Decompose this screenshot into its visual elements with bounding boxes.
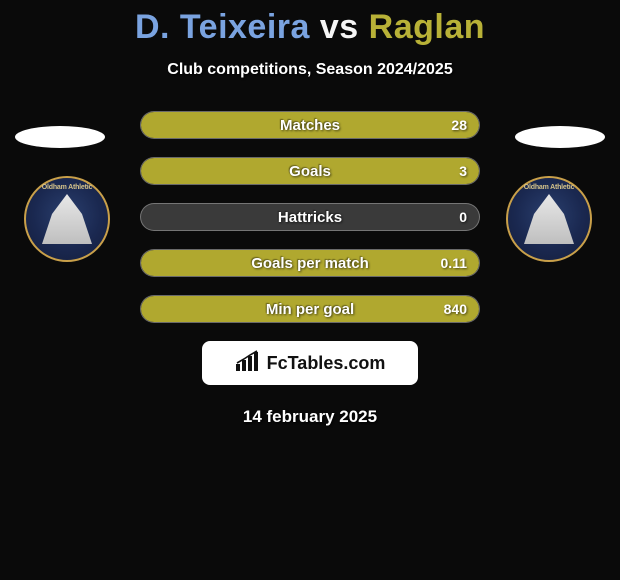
stat-bar-label: Hattricks (278, 209, 342, 226)
stat-bar-value: 840 (444, 301, 467, 317)
subtitle: Club competitions, Season 2024/2025 (0, 61, 620, 79)
crest-circle: Oldham Athletic (506, 176, 592, 262)
site-logo: FcTables.com (202, 341, 418, 385)
stat-bar-value: 0 (459, 209, 467, 225)
stat-bar: Matches 28 (140, 111, 480, 139)
stat-bar-label: Goals (289, 163, 331, 180)
stat-bar: Goals per match 0.11 (140, 249, 480, 277)
crest-text: Oldham Athletic (26, 184, 108, 191)
player1-club-crest: Oldham Athletic (24, 176, 114, 266)
stat-bar: Hattricks 0 (140, 203, 480, 231)
stat-bar: Goals 3 (140, 157, 480, 185)
crest-circle: Oldham Athletic (24, 176, 110, 262)
stat-bar-label: Matches (280, 117, 340, 134)
stat-bar-value: 3 (459, 163, 467, 179)
stat-bar-value: 0.11 (441, 255, 467, 271)
chart-icon (235, 350, 261, 377)
stat-bar: Min per goal 840 (140, 295, 480, 323)
owl-icon (524, 194, 574, 244)
logo-text: FcTables.com (267, 353, 386, 374)
stat-bar-label: Min per goal (266, 301, 354, 318)
title-vs: vs (320, 8, 359, 46)
infographic-root: D. Teixeira vs Raglan Club competitions,… (0, 0, 620, 427)
crest-text: Oldham Athletic (508, 184, 590, 191)
title-player2: Raglan (369, 8, 485, 46)
stat-bars: Matches 28 Goals 3 Hattricks 0 Goals per match… (140, 111, 480, 323)
stat-bar-label: Goals per match (251, 255, 369, 272)
date-text: 14 february 2025 (0, 407, 620, 427)
title-player1: D. Teixeira (135, 8, 310, 46)
player1-oval (15, 126, 105, 148)
player2-club-crest: Oldham Athletic (506, 176, 596, 266)
stat-bar-value: 28 (451, 117, 467, 133)
owl-icon (42, 194, 92, 244)
page-title: D. Teixeira vs Raglan (0, 8, 620, 47)
player2-oval (515, 126, 605, 148)
